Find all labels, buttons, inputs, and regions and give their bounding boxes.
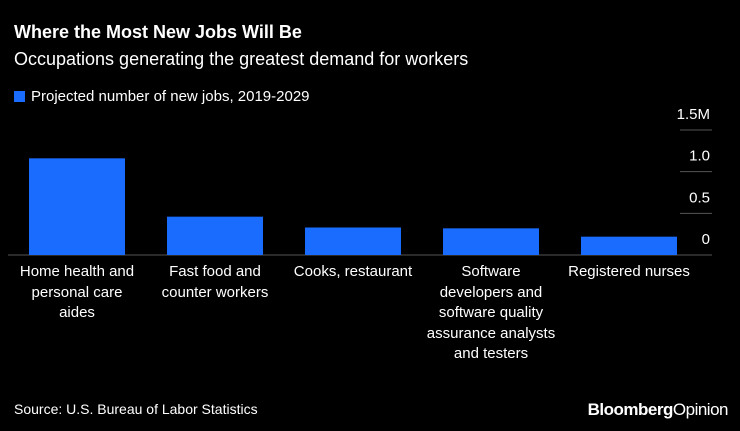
source: Source: U.S. Bureau of Labor Statistics <box>14 401 258 417</box>
bar <box>167 216 263 255</box>
bar <box>305 227 401 255</box>
x-tick-label: Fast food and counter workers <box>161 263 269 301</box>
y-tick-label: 0.5 <box>689 189 710 206</box>
legend: Projected number of new jobs, 2019-2029 <box>14 88 310 105</box>
logo-suffix: Opinion <box>672 400 729 419</box>
bar <box>443 228 539 255</box>
x-tick-label: Cooks, restaurant <box>293 263 413 280</box>
y-tick-label: 1.0 <box>689 148 710 165</box>
logo: BloombergOpinion <box>587 400 729 420</box>
x-tick-label: Registered nurses <box>568 263 690 280</box>
y-tick-label: 0 <box>702 231 710 248</box>
x-tick-label: Home health and personal care aides <box>19 263 135 321</box>
chart-subtitle: Occupations generating the greatest dema… <box>14 49 469 69</box>
legend-label: Projected number of new jobs, 2019-2029 <box>31 88 310 105</box>
legend-swatch <box>14 91 25 102</box>
chart-title: Where the Most New Jobs Will Be <box>14 22 302 42</box>
x-tick-label: Software developers and software quality… <box>426 263 556 362</box>
y-tick-label: 1.5M <box>677 106 710 123</box>
bar <box>581 236 677 255</box>
logo-brand: Bloomberg <box>587 400 674 419</box>
bar <box>29 158 125 255</box>
